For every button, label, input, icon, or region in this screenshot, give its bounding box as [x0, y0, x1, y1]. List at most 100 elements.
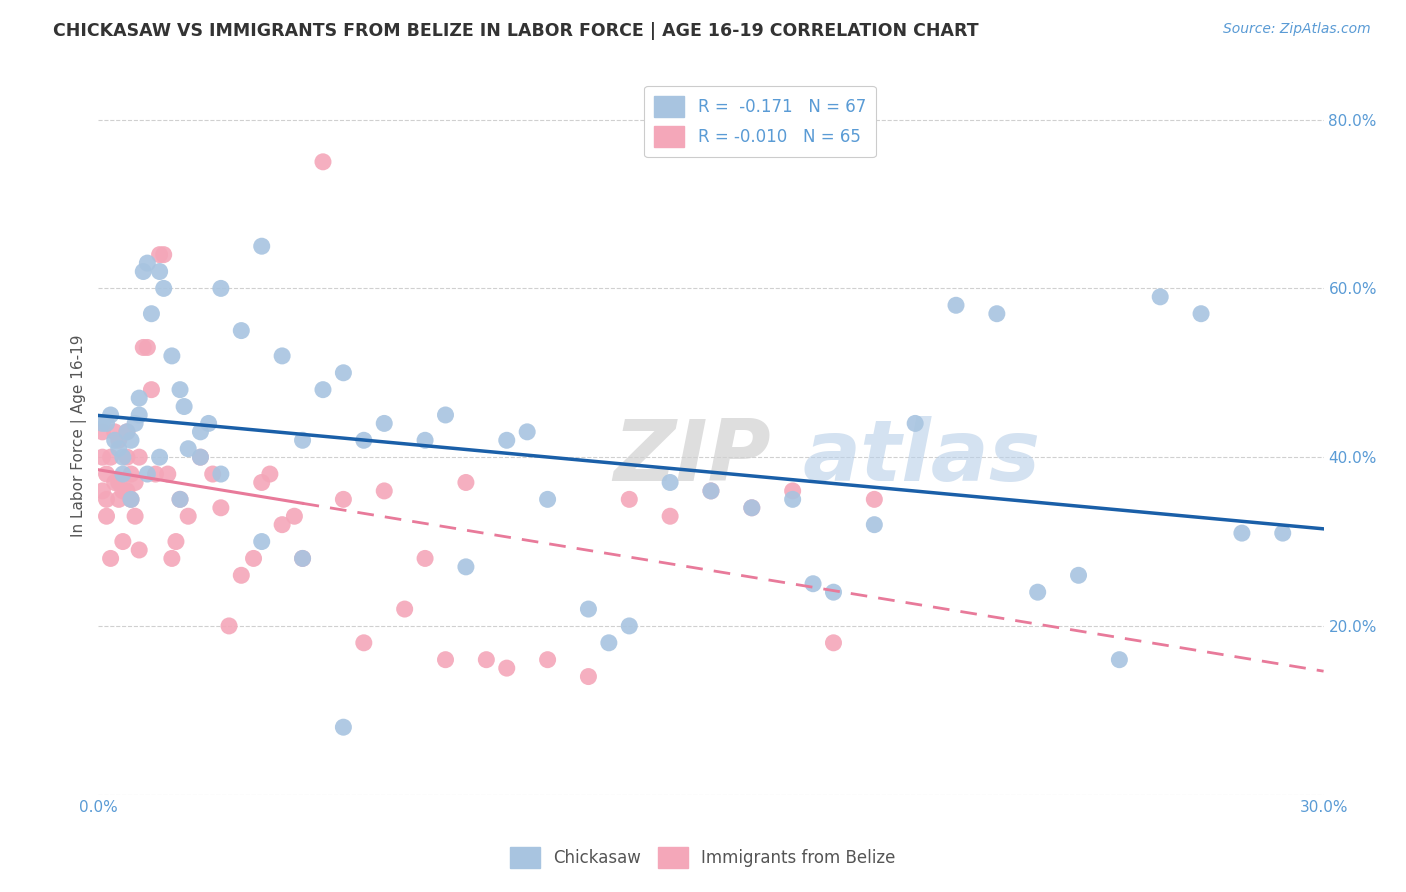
Point [1271, 526, 1294, 541]
Point [250, 239, 273, 253]
Point [136, 256, 159, 270]
Point [209, 281, 232, 295]
Point [1149, 290, 1171, 304]
Point [115, 425, 138, 439]
Point [115, 483, 138, 498]
Point [578, 669, 600, 683]
Point [291, 434, 314, 448]
Point [107, 475, 129, 490]
Point [863, 517, 886, 532]
Point [111, 534, 134, 549]
Point [156, 467, 179, 481]
Point [149, 247, 172, 261]
Point [536, 653, 558, 667]
Point [231, 324, 253, 338]
Point [250, 475, 273, 490]
Point [250, 534, 273, 549]
Point [141, 383, 163, 397]
Point [1108, 653, 1130, 667]
Point [173, 400, 195, 414]
Point [863, 492, 886, 507]
Point [96, 492, 118, 507]
Point [145, 467, 167, 481]
Point [124, 417, 146, 431]
Point [271, 517, 294, 532]
Point [700, 483, 723, 498]
Point [598, 636, 620, 650]
Point [96, 509, 118, 524]
Point [190, 425, 212, 439]
Point [475, 653, 498, 667]
Point [782, 483, 804, 498]
Point [271, 349, 294, 363]
Point [128, 543, 150, 558]
Point [91, 417, 114, 431]
Point [111, 467, 134, 481]
Point [107, 492, 129, 507]
Point [218, 619, 240, 633]
Point [120, 434, 142, 448]
Point [177, 442, 200, 456]
Point [128, 391, 150, 405]
Point [516, 425, 538, 439]
Point [201, 467, 224, 481]
Point [741, 500, 763, 515]
Point [413, 434, 436, 448]
Point [536, 492, 558, 507]
Point [231, 568, 253, 582]
Point [190, 450, 212, 465]
Point [782, 492, 804, 507]
Point [495, 661, 517, 675]
Point [96, 467, 118, 481]
Point [190, 450, 212, 465]
Point [169, 492, 191, 507]
Point [495, 434, 517, 448]
Point [141, 307, 163, 321]
Point [312, 154, 335, 169]
Point [149, 450, 172, 465]
Point [177, 509, 200, 524]
Point [91, 425, 114, 439]
Point [619, 492, 641, 507]
Point [115, 425, 138, 439]
Point [132, 264, 155, 278]
Point [312, 383, 335, 397]
Point [741, 500, 763, 515]
Text: atlas: atlas [803, 416, 1040, 500]
Point [823, 585, 845, 599]
Point [413, 551, 436, 566]
Point [96, 417, 118, 431]
Point [107, 434, 129, 448]
Point [659, 475, 682, 490]
Text: Source: ZipAtlas.com: Source: ZipAtlas.com [1223, 22, 1371, 37]
Point [100, 408, 122, 422]
Text: CHICKASAW VS IMMIGRANTS FROM BELIZE IN LABOR FORCE | AGE 16-19 CORRELATION CHART: CHICKASAW VS IMMIGRANTS FROM BELIZE IN L… [53, 22, 979, 40]
Point [291, 551, 314, 566]
Point [904, 417, 927, 431]
Point [578, 602, 600, 616]
Point [100, 551, 122, 566]
Point [169, 383, 191, 397]
Point [149, 264, 172, 278]
Point [132, 341, 155, 355]
Point [91, 450, 114, 465]
Point [373, 417, 395, 431]
Point [104, 425, 127, 439]
Point [197, 417, 219, 431]
Legend: Chickasaw, Immigrants from Belize: Chickasaw, Immigrants from Belize [503, 840, 903, 875]
Point [332, 492, 354, 507]
Point [160, 551, 183, 566]
Point [120, 492, 142, 507]
Point [209, 500, 232, 515]
Point [283, 509, 305, 524]
Point [120, 467, 142, 481]
Point [165, 534, 187, 549]
Point [700, 483, 723, 498]
Point [242, 551, 264, 566]
Point [434, 408, 457, 422]
Point [332, 720, 354, 734]
Point [111, 450, 134, 465]
Point [353, 636, 375, 650]
Point [104, 434, 127, 448]
Point [454, 475, 477, 490]
